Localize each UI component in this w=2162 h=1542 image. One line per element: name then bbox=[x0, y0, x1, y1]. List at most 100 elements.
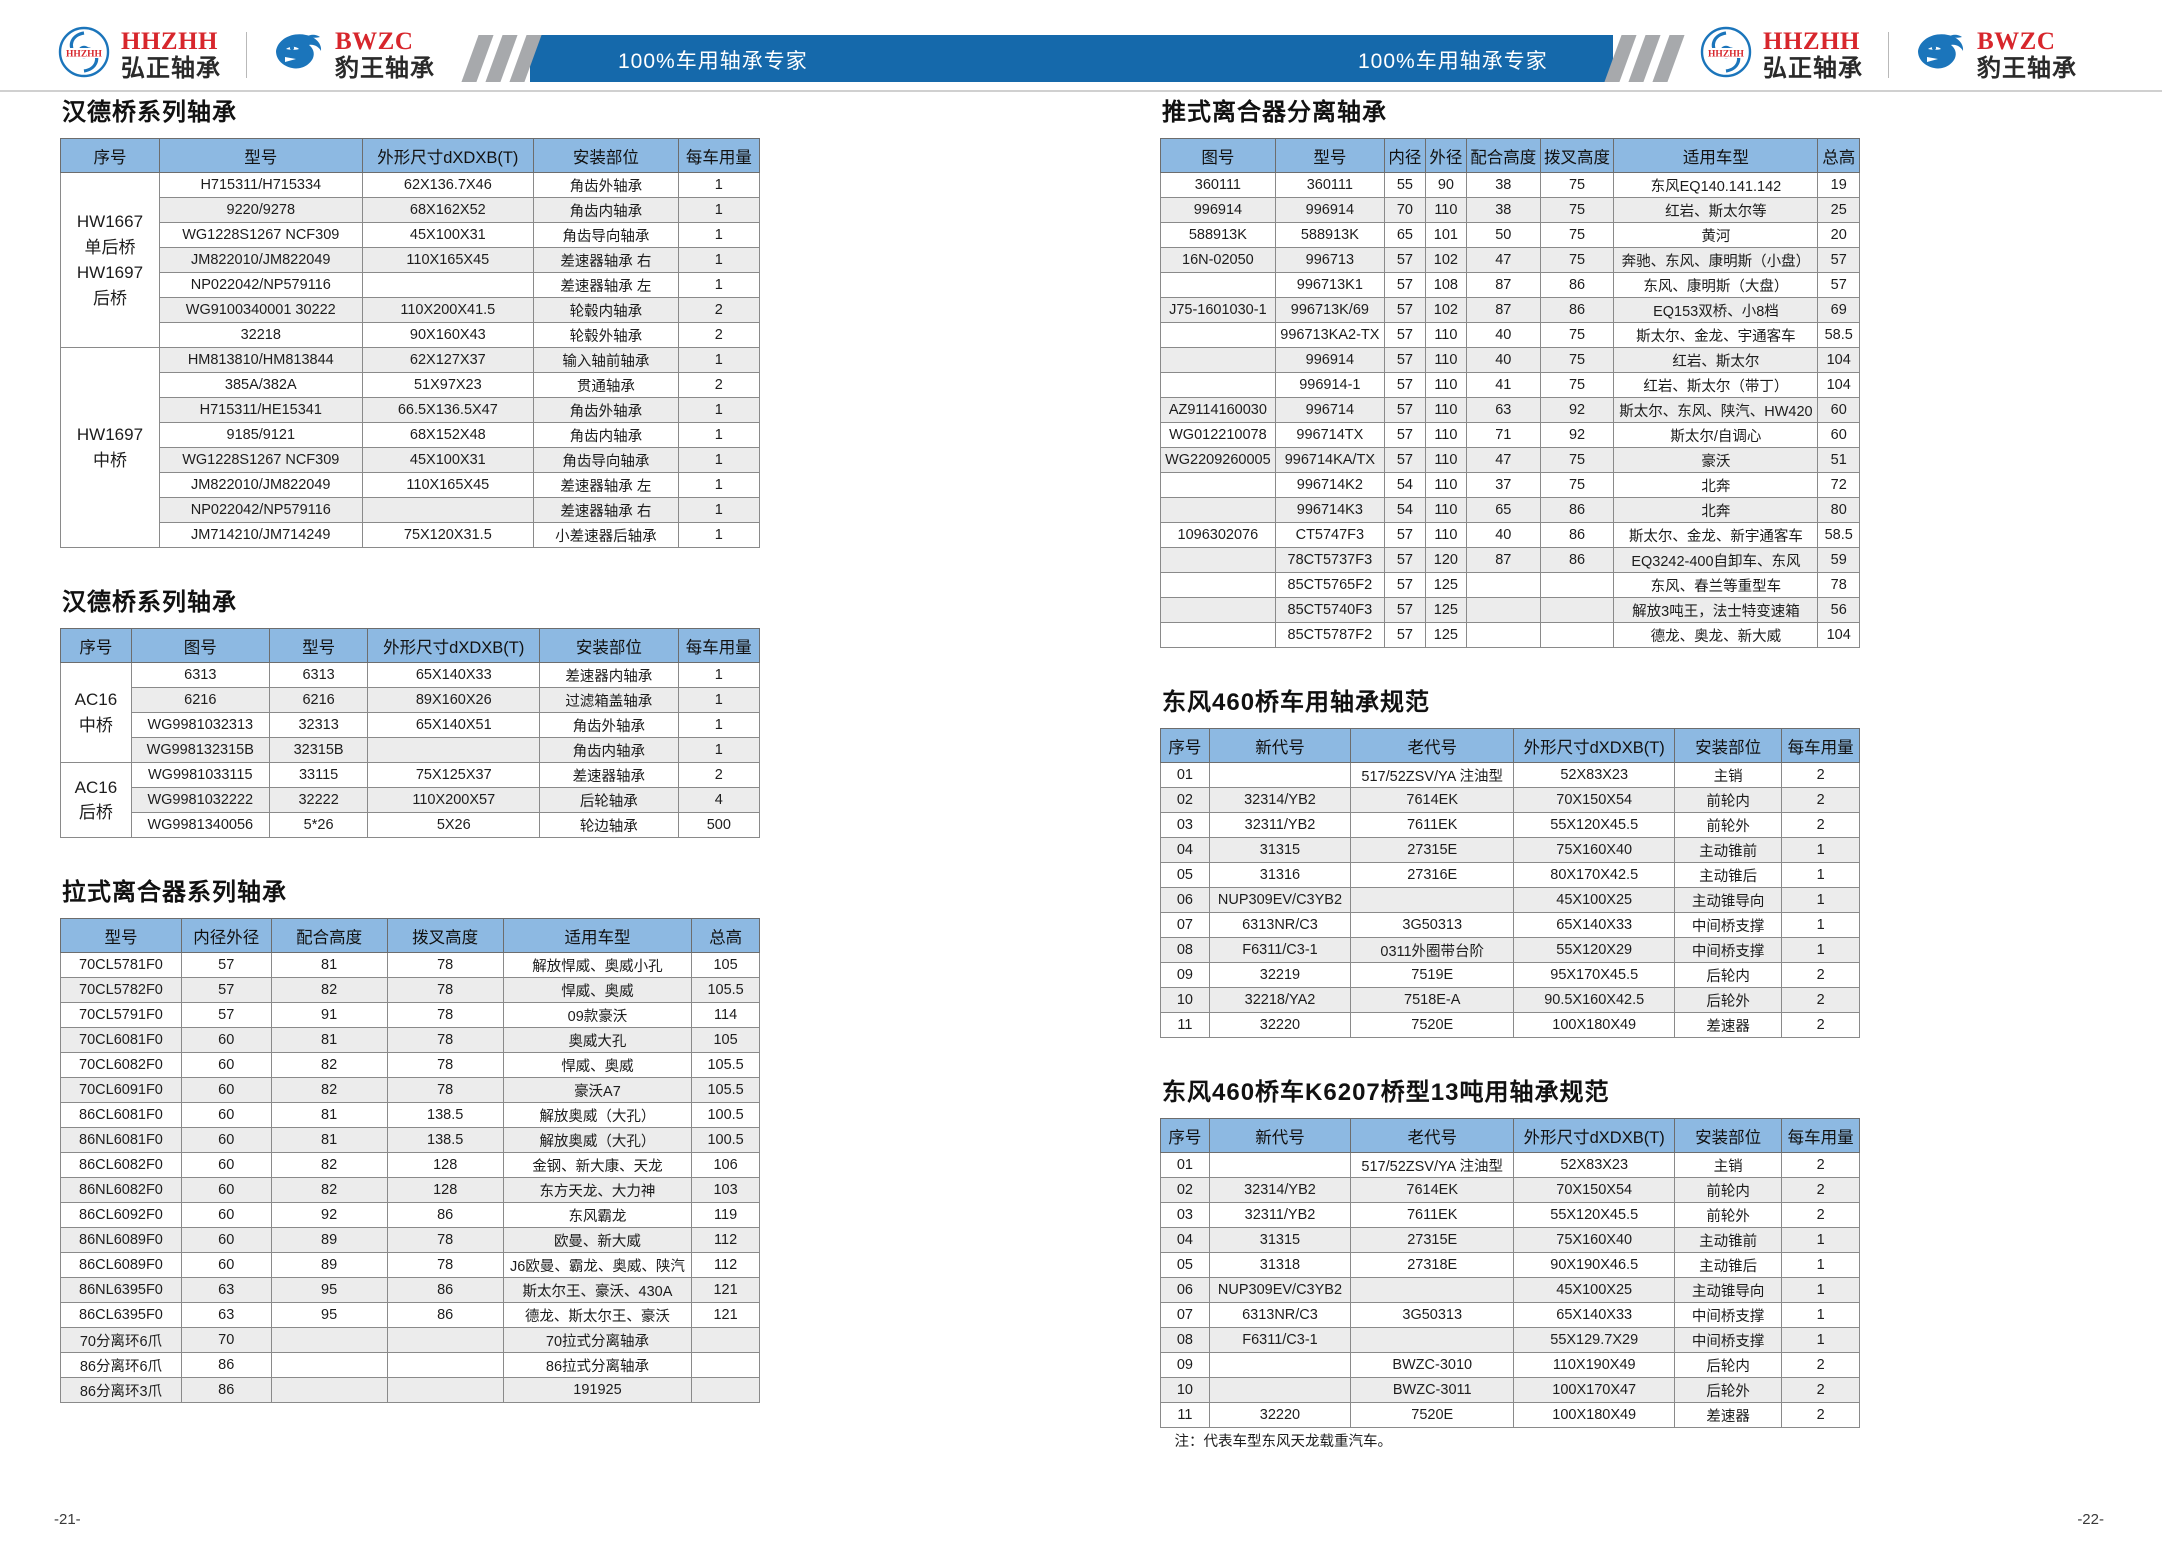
section-t5: 东风460桥车用轴承规范 序号 新代号 老代号 外形尺寸dXDXB(T) 安装部位 每车用… bbox=[1160, 682, 1860, 1038]
section-title-t6: 东风460桥车K6207桥型13吨用轴承规范 bbox=[1162, 1079, 1610, 1106]
table-cell: 110X200X41.5 bbox=[361, 297, 535, 323]
table-cell: 87 bbox=[1465, 297, 1541, 323]
table-cell: EQ3242-400自卸车、东风 bbox=[1613, 547, 1819, 573]
table-cell: 70拉式分离轴承 bbox=[502, 1327, 693, 1353]
table-cell: 09 bbox=[1160, 1352, 1210, 1378]
catalog-sheet: 汉德桥系列轴承 序号 型号 外形尺寸dXDXB(T) 安装部位 每车用量 HW1667 单后… bbox=[0, 92, 2162, 1542]
table-cell: 86NL6082F0 bbox=[60, 1177, 182, 1203]
table-cell: 2 bbox=[1781, 1402, 1860, 1428]
table-cell: 1 bbox=[677, 397, 761, 423]
table-cell: 主动锥前 bbox=[1674, 1227, 1783, 1253]
table-cell bbox=[691, 1352, 760, 1378]
table-cell: 北奔 bbox=[1613, 472, 1819, 498]
table-header-row: 图号 型号 内径 外径 配合高度 拨叉高度 适用车型 总高 bbox=[1160, 138, 1860, 173]
table-cell: 后轮外 bbox=[1674, 987, 1783, 1013]
table-row: 04 31315 27315E 75X160X40 主动锥前 1 bbox=[1160, 1227, 1860, 1253]
table-cell: 11 bbox=[1160, 1012, 1210, 1038]
table-cell: 7518E-A bbox=[1350, 987, 1515, 1013]
table-cell: 138.5 bbox=[386, 1127, 504, 1153]
col-header: 每车用量 bbox=[677, 138, 761, 173]
col-header: 外形尺寸dXDXB(T) bbox=[361, 138, 535, 173]
table-row: 06 NUP309EV/C3YB2 45X100X25 主动锥导向 1 bbox=[1160, 887, 1860, 913]
table-row: 996714K2 54 110 37 75 北奔 72 bbox=[1160, 472, 1860, 498]
table-cell: CT5747F3 bbox=[1274, 522, 1385, 548]
table-cell: 32219 bbox=[1208, 962, 1352, 988]
table-cell: 78 bbox=[1817, 572, 1860, 598]
table-cell: 解放奥威（大孔） bbox=[502, 1127, 693, 1153]
table-cell: 45X100X31 bbox=[361, 447, 535, 473]
table-cell: 75X160X40 bbox=[1513, 837, 1676, 863]
table-row: 9185/9121 68X152X48 角齿内轴承 1 bbox=[61, 422, 761, 448]
table-cell: 75 bbox=[1539, 347, 1615, 373]
col-header: 拨叉高度 bbox=[1539, 138, 1615, 173]
table-cell: 轮毂外轴承 bbox=[533, 322, 679, 348]
table-cell: 40 bbox=[1465, 522, 1541, 548]
table-cell: 996713K1 bbox=[1274, 272, 1385, 298]
page-number-left: -21- bbox=[54, 1511, 81, 1528]
table-cell bbox=[691, 1377, 760, 1403]
table-cell: 04 bbox=[1160, 837, 1210, 863]
table-cell bbox=[1208, 762, 1352, 788]
table-header-row: 序号 图号 型号 外形尺寸dXDXB(T) 安装部位 每车用量 bbox=[60, 628, 761, 663]
table-cell: 86 bbox=[1539, 272, 1615, 298]
table-cell: 45X100X31 bbox=[361, 222, 535, 248]
table-cell bbox=[1350, 1277, 1515, 1303]
table-cell: 差速器轴承 右 bbox=[533, 497, 679, 523]
col-header: 序号 bbox=[1160, 728, 1210, 763]
table-cell: 81 bbox=[270, 1127, 388, 1153]
table-cell bbox=[1465, 622, 1541, 648]
table-row: 08 F6311/C3-1 0311外圈带台阶 55X120X29 中间桥支撑 1 bbox=[1160, 937, 1860, 963]
col-header: 序号 bbox=[1160, 1118, 1210, 1153]
table-cell: 斯太尔王、豪沃、430A bbox=[502, 1277, 693, 1303]
table-row: 86CL6395F0 63 95 86 德龙、斯太尔王、豪沃 121 bbox=[60, 1302, 760, 1328]
table-cell: 东风霸龙 bbox=[502, 1202, 693, 1228]
table-cell: 32311/YB2 bbox=[1208, 1202, 1352, 1228]
table-row: 996914 996914 70 110 38 75 红岩、斯太尔等 25 bbox=[1160, 197, 1860, 223]
table-row: HW1697 中桥 HM813810/HM813844 62X127X37 输入轴前轴承… bbox=[60, 347, 761, 548]
table-cell: 2 bbox=[1781, 762, 1860, 788]
table-cell: 82 bbox=[270, 1052, 388, 1078]
table-cell: 65X140X33 bbox=[1513, 1302, 1676, 1328]
table-cell: 1 bbox=[677, 272, 761, 298]
table-cell: 10 bbox=[1160, 1377, 1210, 1403]
table-row: 78CT5737F3 57 120 87 86 EQ3242-400自卸车、东风 59 bbox=[1160, 547, 1860, 573]
table-cell: 输入轴前轴承 bbox=[533, 347, 679, 373]
table-row: 360111 360111 55 90 38 75 东风EQ140.141.142 19 bbox=[1160, 172, 1860, 198]
table-row: J75-1601030-1 996713K/69 57 102 87 86 EQ153双桥、… bbox=[1160, 297, 1860, 323]
page-header: 100%车用轴承专家 100%车用轴承专家 HHZHH HHZHH 弘正轴承 bbox=[0, 0, 2162, 92]
table-row: 03 32311/YB2 7611EK 55X120X45.5 前轮外 2 bbox=[1160, 1202, 1860, 1228]
table-cell: 55X129.7X29 bbox=[1513, 1327, 1676, 1353]
table-cell: 角齿导向轴承 bbox=[533, 447, 679, 473]
table-row: 1096302076 CT5747F3 57 110 40 86 斯太尔、金龙、新宇通客车 5… bbox=[1160, 522, 1860, 548]
section-title-t3: 拉式离合器系列轴承 bbox=[62, 879, 287, 906]
table-cell: 1 bbox=[1781, 1277, 1860, 1303]
table-cell: 86 bbox=[386, 1277, 504, 1303]
table-cell: 86NL6395F0 bbox=[60, 1277, 182, 1303]
table-cell: 9220/9278 bbox=[158, 197, 363, 223]
table-cell: 60 bbox=[180, 1077, 272, 1103]
table-cell: 1 bbox=[677, 737, 761, 763]
col-header: 配合高度 bbox=[270, 918, 388, 953]
table-row: WG9981340056 5*26 5X26 轮边轴承 500 bbox=[61, 812, 761, 838]
table-cell: 121 bbox=[691, 1302, 760, 1328]
table-row: 08 F6311/C3-1 55X129.7X29 中间桥支撑 1 bbox=[1160, 1327, 1860, 1353]
table-cell: 60 bbox=[180, 1127, 272, 1153]
table-cell: 45X100X25 bbox=[1513, 1277, 1676, 1303]
table-row: 09 BWZC-3010 110X190X49 后轮内 2 bbox=[1160, 1352, 1860, 1378]
table-row: 996714K3 54 110 65 86 北奔 80 bbox=[1160, 497, 1860, 523]
table-cell: 2 bbox=[677, 297, 761, 323]
table-cell: 前轮内 bbox=[1674, 787, 1783, 813]
col-header: 每车用量 bbox=[1781, 728, 1860, 763]
table-cell: 5*26 bbox=[268, 812, 369, 838]
table-cell: 106 bbox=[691, 1152, 760, 1178]
col-header: 外形尺寸dXDXB(T) bbox=[1513, 728, 1676, 763]
table-row: 86CL6089F0 60 89 78 J6欧曼、霸龙、奥威、陕汽 112 bbox=[60, 1252, 760, 1278]
table-cell: 东风EQ140.141.142 bbox=[1613, 172, 1819, 198]
table-cell bbox=[361, 497, 535, 523]
bwzc-wordmark-right: BWZC 豹王轴承 bbox=[1977, 29, 2077, 81]
table-cell: 92 bbox=[1539, 422, 1615, 448]
table-cell: 差速器内轴承 bbox=[539, 662, 679, 688]
table-cell: 588913K bbox=[1274, 222, 1385, 248]
table-cell: 60 bbox=[1817, 422, 1860, 448]
